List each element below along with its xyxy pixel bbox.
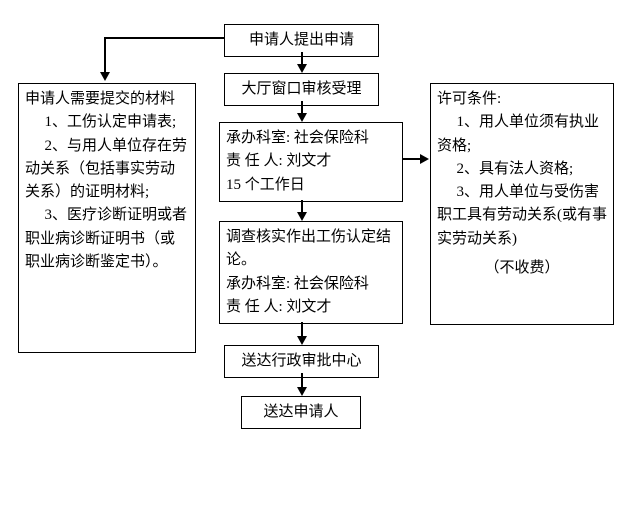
materials-item2: 2、与用人单位存在劳动关系（包括事实劳动关系）的证明材料; (25, 135, 189, 205)
conditions-item3: 3、用人单位与受伤害职工具有劳动关系(或有事实劳动关系) (437, 181, 607, 251)
conditions-item1: 1、用人单位须有执业资格; (437, 111, 607, 158)
conditions-title: 许可条件: (437, 88, 607, 111)
materials-item3: 3、医疗诊断证明或者职业病诊断证明书（或职业病诊断鉴定书）。 (25, 204, 189, 274)
node-conditions: 许可条件: 1、用人单位须有执业资格; 2、具有法人资格; 3、用人单位与受伤害… (430, 83, 614, 325)
edge-start-left-v (104, 37, 106, 74)
edge-sendc-senda-head (297, 387, 307, 396)
conditions-note: （不收费） (437, 257, 607, 280)
verify-line3: 责 任 人: 刘文才 (226, 296, 396, 319)
edge-start-left-h (104, 37, 224, 39)
node-materials: 申请人需要提交的材料 1、工伤认定申请表; 2、与用人单位存在劳动关系（包括事实… (18, 83, 196, 353)
dept1-line2: 责 任 人: 刘文才 (226, 150, 396, 173)
edge-start-left-head (100, 72, 110, 81)
node-verify: 调查核实作出工伤认定结论。 承办科室: 社会保险科 责 任 人: 刘文才 (219, 221, 403, 324)
send-applicant-label: 送达申请人 (263, 404, 338, 420)
dept1-line3: 15 个工作日 (226, 174, 396, 197)
accept-label: 大厅窗口审核受理 (241, 81, 361, 97)
edge-dept-verify-head (297, 212, 307, 221)
edge-start-accept-head (297, 64, 307, 73)
node-dept1: 承办科室: 社会保险科 责 任 人: 刘文才 15 个工作日 (219, 122, 403, 202)
conditions-item2: 2、具有法人资格; (437, 158, 607, 181)
dept1-line1: 承办科室: 社会保险科 (226, 127, 396, 150)
verify-line1: 调查核实作出工伤认定结论。 (226, 226, 396, 273)
edge-accept-dept-head (297, 113, 307, 122)
materials-item1: 1、工伤认定申请表; (25, 111, 189, 134)
start-label: 申请人提出申请 (249, 32, 354, 48)
edge-dept-right-head (420, 154, 429, 164)
edge-verify-sendc-head (297, 336, 307, 345)
node-send-applicant: 送达申请人 (241, 396, 361, 429)
materials-title: 申请人需要提交的材料 (25, 88, 189, 111)
send-center-label: 送达行政审批中心 (241, 353, 361, 369)
verify-line2: 承办科室: 社会保险科 (226, 273, 396, 296)
